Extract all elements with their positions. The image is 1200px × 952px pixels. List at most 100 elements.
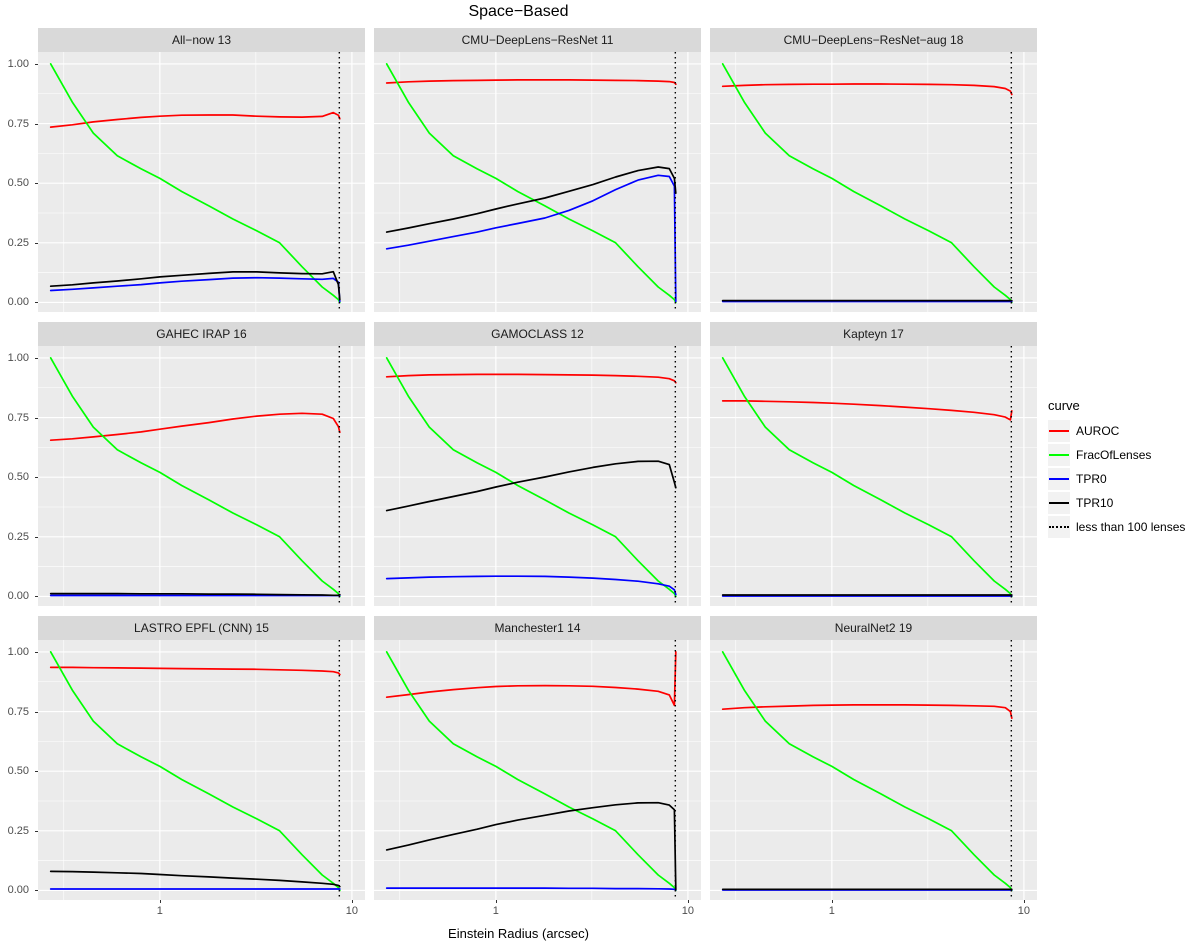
tpr0-line — [385, 174, 677, 303]
y-tick-label: 0.25 — [7, 824, 29, 837]
y-tick-label: 0.00 — [7, 590, 29, 603]
y-tick-label: 0.25 — [7, 236, 29, 249]
tpr0-line — [385, 887, 677, 891]
panel-row: 0.00 0.25 0.50 0.75 1.00 All−now 13 CMU−DeepLe… — [0, 28, 1037, 312]
legend-entries: AUROC FracOfLenses TPR0 TPR10 less than 100 … — [1048, 419, 1200, 539]
legend: curve AUROC FracOfLenses TPR0 TPR10 less tha… — [1048, 398, 1200, 539]
panel: NeuralNet2 19 — [710, 616, 1037, 900]
panel: CMU−DeepLens−ResNet 11 — [374, 28, 701, 312]
legend-key — [1048, 444, 1070, 466]
panel-strip-title: CMU−DeepLens−ResNet 11 — [374, 28, 701, 52]
panel: GAMOCLASS 12 — [374, 322, 701, 606]
y-axis: 0.00 0.25 0.50 0.75 1.00 — [0, 616, 38, 900]
auroc-line — [49, 412, 341, 442]
panel: CMU−DeepLens−ResNet−aug 18 — [710, 28, 1037, 312]
panel-strip-title: All−now 13 — [38, 28, 365, 52]
panel-strip-title: GAMOCLASS 12 — [374, 322, 701, 346]
y-tick-label: 0.00 — [7, 296, 29, 309]
panel-strip-title: NeuralNet2 19 — [710, 616, 1037, 640]
auroc-line — [385, 79, 677, 86]
legend-entry: TPR10 — [1048, 491, 1200, 515]
x-tick-label: 1 — [828, 905, 835, 917]
x-tick-mark — [1023, 900, 1025, 903]
panel-strip-title: CMU−DeepLens−ResNet−aug 18 — [710, 28, 1037, 52]
y-tick-mark — [35, 830, 38, 832]
y-tick-label: 0.75 — [7, 705, 29, 718]
y-tick-mark — [35, 183, 38, 185]
panel-strip-title: LASTRO EPFL (CNN) 15 — [38, 616, 365, 640]
x-axis-tick-labels: 1 10 1 10 1 10 — [0, 900, 1037, 922]
y-tick-mark — [35, 302, 38, 304]
panel-strip-title: Kapteyn 17 — [710, 322, 1037, 346]
panel: All−now 13 — [38, 28, 365, 312]
panel-strip-title: Manchester1 14 — [374, 616, 701, 640]
panel: LASTRO EPFL (CNN) 15 — [38, 616, 365, 900]
x-tick-label: 1 — [156, 905, 163, 917]
y-tick-mark — [35, 711, 38, 713]
x-tick-mark — [495, 900, 497, 903]
panel-plot — [710, 640, 1037, 900]
panel-plot — [38, 346, 365, 606]
panel: Manchester1 14 — [374, 616, 701, 900]
auroc-line — [49, 666, 341, 676]
fracoflenses-line — [49, 63, 341, 304]
y-tick-mark — [35, 357, 38, 359]
line-swatch — [1049, 454, 1069, 456]
legend-key — [1048, 468, 1070, 490]
y-tick-mark — [35, 890, 38, 892]
fracoflenses-line — [49, 357, 341, 598]
auroc-line — [49, 111, 341, 128]
y-tick-label: 0.50 — [7, 471, 29, 484]
y-axis: 0.00 0.25 0.50 0.75 1.00 — [0, 322, 38, 606]
y-tick-label: 0.75 — [7, 117, 29, 130]
y-tick-mark — [35, 536, 38, 538]
y-tick-label: 1.00 — [7, 351, 29, 364]
legend-key — [1048, 492, 1070, 514]
legend-entry: AUROC — [1048, 419, 1200, 443]
legend-key — [1048, 420, 1070, 442]
y-tick-label: 0.25 — [7, 530, 29, 543]
tpr10-line — [385, 801, 677, 891]
y-tick-label: 0.50 — [7, 765, 29, 778]
panel-row: 0.00 0.25 0.50 0.75 1.00 LASTRO EPFL (CNN) 15… — [0, 616, 1037, 900]
y-tick-mark — [35, 242, 38, 244]
x-tick-mark — [687, 900, 689, 903]
legend-label: TPR10 — [1076, 496, 1114, 510]
legend-key — [1048, 516, 1070, 538]
x-tick-mark — [351, 900, 353, 903]
dotted-line-swatch — [1049, 526, 1069, 528]
fracoflenses-line — [49, 651, 341, 892]
auroc-line — [721, 704, 1013, 720]
tpr0-line — [385, 575, 677, 596]
panel-row: 0.00 0.25 0.50 0.75 1.00 GAHEC IRAP 16 GAMOCLA… — [0, 322, 1037, 606]
fracoflenses-line — [721, 651, 1013, 892]
fracoflenses-line — [721, 63, 1013, 304]
y-tick-label: 0.75 — [7, 411, 29, 424]
panel-plot — [38, 52, 365, 312]
y-axis: 0.00 0.25 0.50 0.75 1.00 — [0, 28, 38, 312]
fracoflenses-line — [385, 651, 677, 892]
y-tick-mark — [35, 771, 38, 773]
y-tick-mark — [35, 477, 38, 479]
tpr10-line — [385, 460, 677, 512]
auroc-line — [385, 373, 677, 384]
line-swatch — [1049, 430, 1069, 432]
x-axis-title: Einstein Radius (arcsec) — [448, 926, 589, 941]
x-tick-label: 10 — [345, 905, 359, 917]
y-tick-label: 1.00 — [7, 645, 29, 658]
legend-title: curve — [1048, 398, 1080, 413]
y-tick-label: 0.00 — [7, 884, 29, 897]
y-tick-mark — [35, 596, 38, 598]
y-tick-mark — [35, 651, 38, 653]
y-tick-label: 0.50 — [7, 177, 29, 190]
panel-plot — [710, 346, 1037, 606]
panel: GAHEC IRAP 16 — [38, 322, 365, 606]
auroc-line — [721, 400, 1013, 421]
fracoflenses-line — [385, 63, 677, 304]
legend-label: TPR0 — [1076, 472, 1107, 486]
y-tick-label: 1.00 — [7, 57, 29, 70]
panel: Kapteyn 17 — [710, 322, 1037, 606]
figure-title: Space−Based — [468, 3, 569, 20]
fracoflenses-line — [721, 357, 1013, 598]
